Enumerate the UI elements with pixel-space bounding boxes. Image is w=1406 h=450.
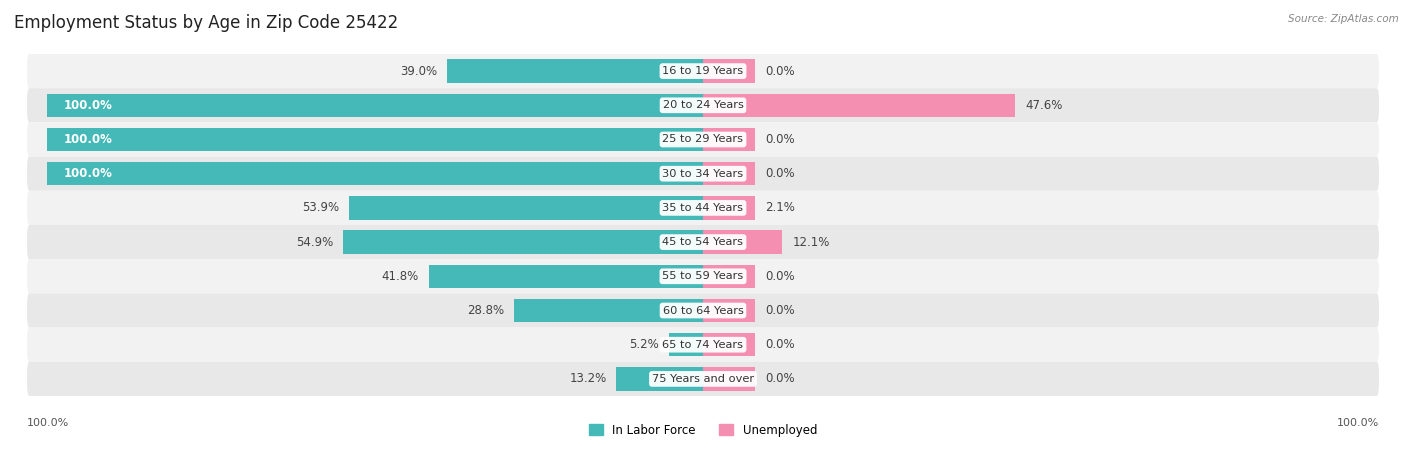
Text: 0.0%: 0.0% (765, 167, 794, 180)
Text: 100.0%: 100.0% (27, 418, 69, 428)
Text: 53.9%: 53.9% (302, 202, 339, 214)
Bar (703, 196, 755, 220)
Text: 60 to 64 Years: 60 to 64 Years (662, 306, 744, 315)
Bar (669, 333, 703, 356)
Text: 100.0%: 100.0% (63, 167, 112, 180)
Text: Source: ZipAtlas.com: Source: ZipAtlas.com (1288, 14, 1399, 23)
Text: 30 to 34 Years: 30 to 34 Years (662, 169, 744, 179)
FancyBboxPatch shape (27, 225, 1379, 259)
Bar (349, 196, 703, 220)
Text: 0.0%: 0.0% (765, 65, 794, 77)
Text: 100.0%: 100.0% (63, 133, 112, 146)
Bar (515, 299, 703, 322)
Text: 35 to 44 Years: 35 to 44 Years (662, 203, 744, 213)
Bar (703, 299, 755, 322)
Text: 0.0%: 0.0% (765, 133, 794, 146)
Text: 100.0%: 100.0% (63, 99, 112, 112)
Bar (703, 333, 755, 356)
Bar (703, 230, 782, 254)
Text: 100.0%: 100.0% (1337, 418, 1379, 428)
Text: 65 to 74 Years: 65 to 74 Years (662, 340, 744, 350)
Text: 54.9%: 54.9% (295, 236, 333, 248)
Text: 25 to 29 Years: 25 to 29 Years (662, 135, 744, 144)
FancyBboxPatch shape (27, 191, 1379, 225)
FancyBboxPatch shape (27, 157, 1379, 191)
Text: 45 to 54 Years: 45 to 54 Years (662, 237, 744, 247)
Text: 47.6%: 47.6% (1025, 99, 1063, 112)
Text: 0.0%: 0.0% (765, 304, 794, 317)
Text: 55 to 59 Years: 55 to 59 Years (662, 271, 744, 281)
Text: 41.8%: 41.8% (381, 270, 419, 283)
Text: 0.0%: 0.0% (765, 270, 794, 283)
Text: 0.0%: 0.0% (765, 338, 794, 351)
Bar (343, 230, 703, 254)
FancyBboxPatch shape (27, 122, 1379, 157)
Text: 16 to 19 Years: 16 to 19 Years (662, 66, 744, 76)
Text: 20 to 24 Years: 20 to 24 Years (662, 100, 744, 110)
Bar (703, 128, 755, 151)
FancyBboxPatch shape (27, 259, 1379, 293)
Text: 0.0%: 0.0% (765, 373, 794, 385)
Bar (703, 59, 755, 83)
Text: 75 Years and over: 75 Years and over (652, 374, 754, 384)
Bar (703, 162, 755, 185)
FancyBboxPatch shape (27, 54, 1379, 88)
Text: 5.2%: 5.2% (630, 338, 659, 351)
Bar (46, 162, 703, 185)
FancyBboxPatch shape (27, 88, 1379, 122)
Bar (703, 367, 755, 391)
Text: 2.1%: 2.1% (765, 202, 796, 214)
Text: 13.2%: 13.2% (569, 373, 606, 385)
Bar (703, 265, 755, 288)
Text: 12.1%: 12.1% (792, 236, 830, 248)
Text: 39.0%: 39.0% (401, 65, 437, 77)
Legend: In Labor Force, Unemployed: In Labor Force, Unemployed (583, 419, 823, 441)
Text: 28.8%: 28.8% (467, 304, 505, 317)
Bar (447, 59, 703, 83)
Bar (703, 94, 1015, 117)
Bar (616, 367, 703, 391)
Bar (46, 94, 703, 117)
FancyBboxPatch shape (27, 362, 1379, 396)
Bar (429, 265, 703, 288)
FancyBboxPatch shape (27, 328, 1379, 362)
FancyBboxPatch shape (27, 293, 1379, 328)
Bar (46, 128, 703, 151)
Text: Employment Status by Age in Zip Code 25422: Employment Status by Age in Zip Code 254… (14, 14, 398, 32)
